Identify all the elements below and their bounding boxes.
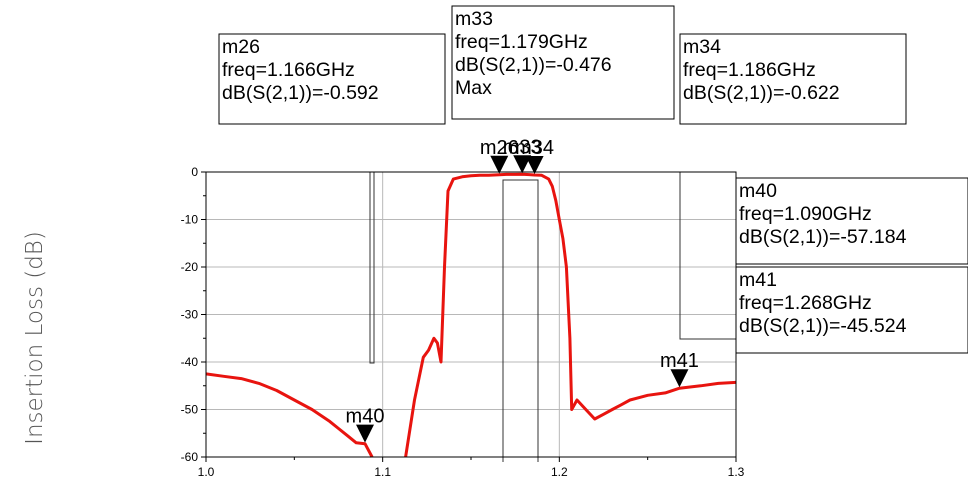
x-tick-label: 1.1 xyxy=(374,465,391,479)
marker-box-line: Max xyxy=(455,77,492,99)
y-tick-label: -10 xyxy=(181,213,199,227)
marker-box-line: freq=1.186GHz xyxy=(683,59,816,81)
marker-box-line: dB(S(2,1))=-0.592 xyxy=(222,82,379,104)
marker-box-m33 xyxy=(451,5,675,120)
marker-leader-line xyxy=(502,179,539,462)
y-tick-label: -60 xyxy=(181,450,199,464)
marker-box-line: dB(S(2,1))=-57.184 xyxy=(739,226,907,248)
series-line xyxy=(404,172,737,458)
marker-triangle-m26 xyxy=(490,155,509,174)
marker-box-line: freq=1.179GHz xyxy=(455,31,588,53)
axis-ticks: 0 -10 -20 -30 -40 -50 -601.0 1.1 1.2 1.3 xyxy=(181,165,745,479)
marker-triangle-m34 xyxy=(525,155,544,174)
marker-lines xyxy=(369,172,736,462)
marker-box-line: freq=1.268GHz xyxy=(739,292,872,314)
marker-triangle-m40 xyxy=(356,424,374,443)
x-tick-label: 1.0 xyxy=(198,465,215,479)
x-tick-label: 1.2 xyxy=(551,465,568,479)
marker-box-m41 xyxy=(735,266,968,354)
marker-leader-line xyxy=(679,172,736,340)
marker-box-line: m41 xyxy=(739,269,777,291)
y-tick-label: -40 xyxy=(181,355,199,369)
marker-box-line: m26 xyxy=(222,36,260,58)
marker-label-m33: m33 xyxy=(503,136,542,158)
marker-box-m26 xyxy=(218,33,446,125)
plot-frame xyxy=(205,171,737,458)
marker-box-m34 xyxy=(679,33,907,125)
marker-label-m41: m41 xyxy=(660,350,699,372)
marker-label-m40: m40 xyxy=(346,406,385,428)
marker-leader-line xyxy=(369,172,375,364)
marker-box-line: dB(S(2,1))=-0.622 xyxy=(683,82,840,104)
y-tick-label: 0 xyxy=(191,165,198,179)
marker-triangle-m33 xyxy=(513,155,532,174)
x-tick-label: 1.3 xyxy=(728,465,745,479)
y-tick-label: -50 xyxy=(181,403,199,417)
grid xyxy=(205,171,737,458)
y-tick-label: -30 xyxy=(181,308,199,322)
marker-box-line: m33 xyxy=(455,8,493,30)
series-layer xyxy=(205,172,737,458)
y-axis-label: Insertion Loss (dB) xyxy=(22,231,48,445)
marker-box-line: m34 xyxy=(683,36,721,58)
y-tick-label: -20 xyxy=(181,260,199,274)
marker-readout-boxes: m26freq=1.166GHzdB(S(2,1))=-0.592m33freq… xyxy=(218,5,968,354)
marker-box-line: freq=1.090GHz xyxy=(739,203,872,225)
marker-box-line: dB(S(2,1))=-0.476 xyxy=(455,54,612,76)
marker-box-m40 xyxy=(735,177,968,265)
marker-label-m34: m34 xyxy=(515,137,554,159)
marker-box-line: dB(S(2,1))=-45.524 xyxy=(739,315,907,337)
series-line xyxy=(205,372,374,458)
marker-triangle-m41 xyxy=(670,369,689,388)
marker-box-line: m40 xyxy=(739,180,777,202)
marker-label-m26: m26 xyxy=(480,137,519,159)
marker-box-line: freq=1.166GHz xyxy=(222,59,355,81)
